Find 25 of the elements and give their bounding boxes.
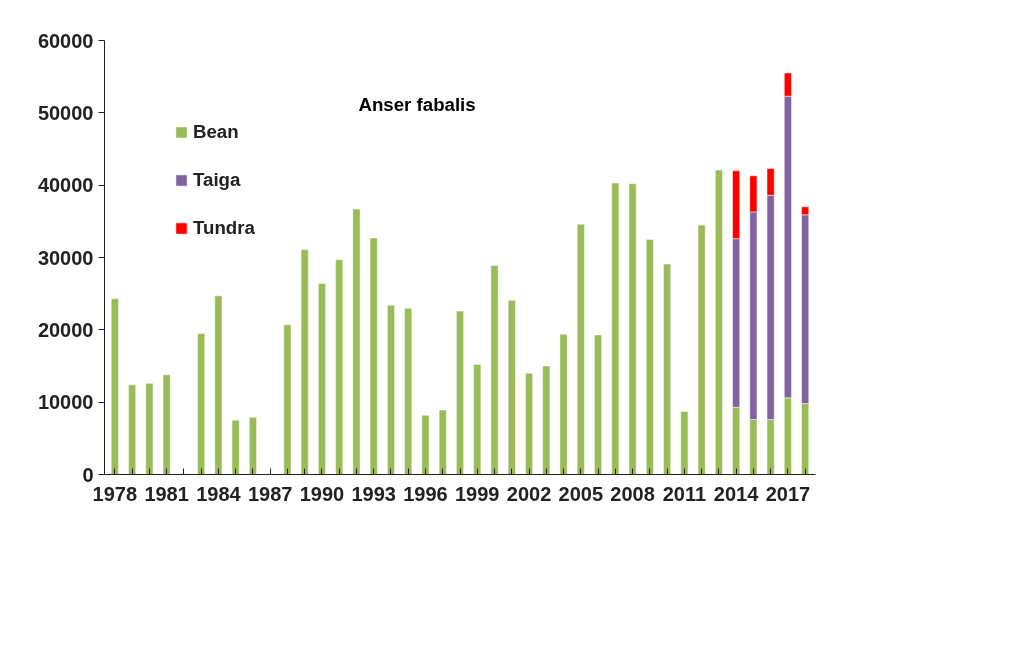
- x-tick-label: 2005: [558, 482, 604, 505]
- x-tick-label: 2017: [765, 482, 811, 505]
- y-tick-label: 20000: [37, 318, 94, 341]
- x-tick-label: 2008: [610, 482, 655, 505]
- x-tick-label: 1978: [92, 482, 138, 505]
- y-tick-label: 40000: [37, 174, 94, 197]
- y-tick-label: 50000: [37, 101, 94, 124]
- x-tick-label: 1999: [455, 482, 500, 505]
- y-tick-label: 60000: [37, 29, 94, 52]
- legend-label: Taiga: [193, 169, 241, 191]
- x-tick-label: 2002: [506, 482, 552, 505]
- text: Anser fabalis: [358, 93, 476, 115]
- legend-label: Tundra: [193, 217, 255, 239]
- y-tick-label: 10000: [37, 391, 94, 414]
- x-tick-label: 1987: [247, 482, 293, 505]
- x-tick-label: 2014: [713, 482, 760, 505]
- legend-label: Bean: [193, 121, 239, 143]
- x-tick-label: 1981: [144, 482, 189, 505]
- x-tick-label: 1996: [403, 482, 448, 505]
- y-tick-label: 30000: [37, 246, 94, 269]
- x-tick-label: 1984: [196, 482, 242, 505]
- x-tick-label: 1993: [351, 482, 396, 505]
- x-tick-label: 1990: [299, 482, 345, 505]
- y-tick-label: 0: [82, 463, 94, 486]
- x-tick-label: 2011: [662, 482, 707, 505]
